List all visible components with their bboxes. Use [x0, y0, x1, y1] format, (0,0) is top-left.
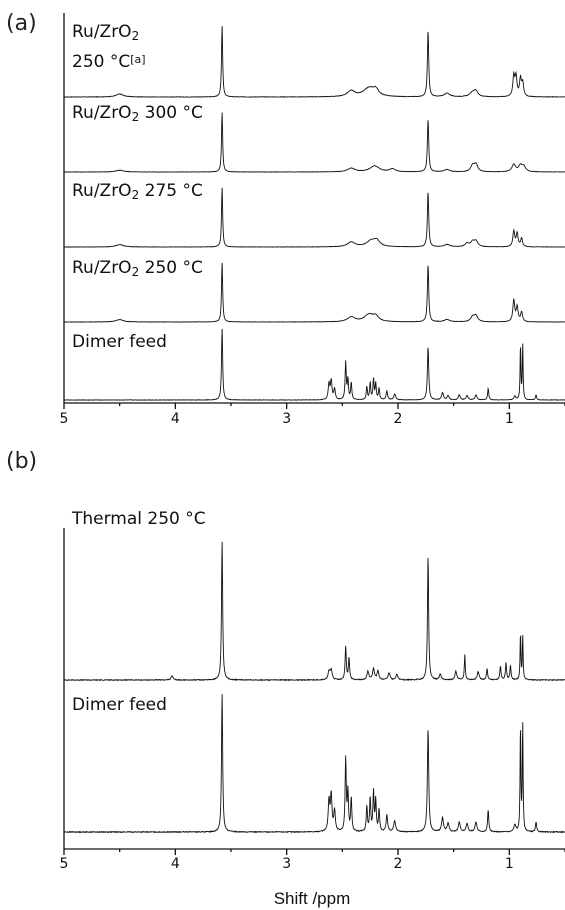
- x-tick-label: 2: [394, 411, 403, 427]
- trace-label-text: Ru/ZrO: [72, 258, 132, 278]
- trace-label-text: 250 °C: [72, 52, 130, 72]
- x-tick-label: 2: [394, 856, 403, 872]
- trace-label-text: Dimer feed: [72, 332, 167, 352]
- trace-label-subscript: 2: [132, 265, 140, 279]
- trace-label-subscript: 2: [132, 188, 140, 202]
- trace-label-superscript: [a]: [130, 53, 145, 66]
- trace-label-text: 250 °C: [139, 258, 203, 278]
- trace-label-text: Ru/ZrO: [72, 103, 132, 123]
- panel-b-letter: (b): [6, 449, 37, 474]
- spectrum-trace: [63, 694, 565, 834]
- spectrum-trace: [63, 26, 565, 98]
- spectrum-trace: [63, 328, 565, 401]
- x-tick-label: 4: [171, 856, 180, 872]
- x-tick-label: 4: [171, 411, 180, 427]
- spectrum-trace: [63, 187, 565, 248]
- panel-a-letter: (a): [6, 11, 37, 36]
- trace-label-text: Ru/ZrO: [72, 181, 132, 201]
- trace-label: Ru/ZrO2: [72, 22, 139, 43]
- trace-label-text: Thermal 250 °C: [71, 509, 206, 529]
- trace-label-subscript: 2: [132, 29, 140, 43]
- spectrum-trace: [63, 262, 565, 323]
- trace-label: Ru/ZrO2 275 °C: [72, 181, 203, 202]
- x-tick-label: 3: [282, 411, 291, 427]
- trace-label: Thermal 250 °C: [71, 509, 206, 529]
- x-tick-label: 3: [282, 856, 291, 872]
- x-tick-label: 1: [505, 411, 514, 427]
- spectrum-trace: [63, 541, 565, 682]
- trace-label-text: Ru/ZrO: [72, 22, 132, 42]
- trace-label-text: 300 °C: [139, 103, 203, 123]
- panel-b-chart: 5 4 3 2 1 Thermal 250 °C Dimer feed: [60, 509, 565, 872]
- trace-label-text: 275 °C: [139, 181, 203, 201]
- x-axis-title: Shift /ppm: [274, 889, 351, 908]
- trace-label: Dimer feed: [72, 695, 167, 715]
- x-tick-label: 5: [60, 411, 69, 427]
- trace-label: 250 °C[a]: [72, 52, 146, 72]
- x-tick-label: 5: [60, 856, 69, 872]
- trace-label-subscript: 2: [132, 110, 140, 124]
- x-tick-label: 1: [505, 856, 514, 872]
- trace-label: Dimer feed: [72, 332, 167, 352]
- trace-label-text: Dimer feed: [72, 695, 167, 715]
- spectrum-trace: [63, 112, 565, 173]
- trace-label: Ru/ZrO2 250 °C: [72, 258, 203, 279]
- trace-label: Ru/ZrO2 300 °C: [72, 103, 203, 124]
